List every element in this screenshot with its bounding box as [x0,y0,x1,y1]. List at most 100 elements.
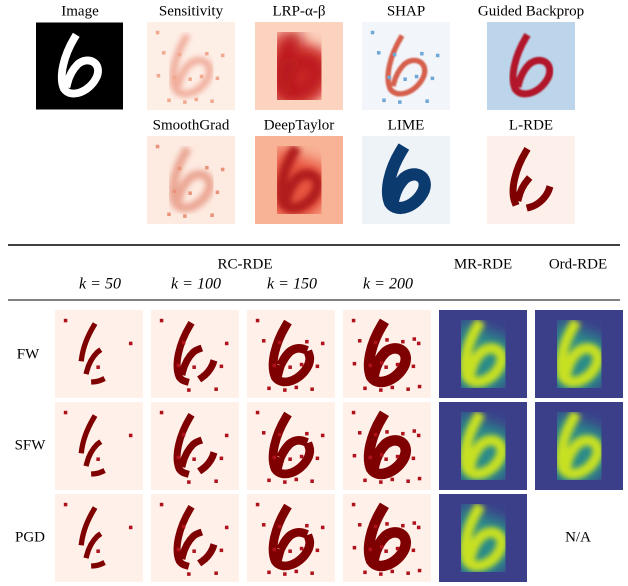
heatmap [535,310,623,398]
heatmap-pixel [210,99,214,103]
heatmap-pixel [320,433,325,438]
na-label: N/A [565,529,591,545]
heatmap-pixel [172,189,177,194]
heatmap-pixel [376,51,381,55]
heatmap-pixel [188,77,192,81]
heatmap-pixel [177,52,182,57]
heatmap-pixel [411,548,416,553]
column-label: MR-RDE [454,256,512,272]
heatmap-pixel [272,455,277,460]
heatmap-pixel [363,478,367,483]
heatmap [55,402,143,490]
heatmap-pixel [161,51,166,55]
method-label: Image [61,3,99,19]
heatmap-pixel [384,457,388,461]
heatmap-pixel [219,548,224,553]
heatmap-pixel [214,571,218,575]
heatmap-pixel [414,74,419,79]
method-label: SmoothGrad [153,117,230,133]
method-label: L-RDE [509,117,553,133]
method-label: DeepTaylor [264,117,335,133]
heatmap-pixel [379,572,383,576]
heatmap-pixel [277,432,282,437]
heatmap-pixel [299,454,304,459]
heatmap-pixel [357,339,362,343]
heatmap-pixel [398,100,402,104]
heatmap-pixel [261,339,266,343]
heatmap [439,310,527,398]
heatmap-pixel [315,548,320,553]
heatmap-pixel [267,478,271,483]
k-label: k = 100 [171,276,221,293]
k-label: k = 50 [79,276,121,293]
heatmap-pixel [310,571,314,575]
heatmap-pixel [156,73,161,78]
heatmap-pixel [305,523,309,528]
heatmap-pixel [352,361,357,366]
heatmap-pixel [379,545,384,549]
heatmap-pixel [224,525,229,530]
heatmap-pixel [417,384,422,389]
heatmap-pixel [412,521,417,525]
heatmap-pixel [401,339,405,344]
heatmap-pixel [215,190,220,195]
heatmap-pixel [351,318,356,323]
heatmap [247,310,335,398]
heatmap-pixel [320,525,325,530]
heatmap-pixel [159,410,164,415]
heatmap-pixel [210,213,214,217]
heatmap-stroke [555,410,603,480]
heatmap-stroke [381,143,431,214]
heatmap-stroke [509,33,554,98]
heatmap [55,310,143,398]
heatmap-pixel [261,523,266,527]
heatmap-pixel [320,341,325,346]
heatmap-stroke [78,414,121,477]
heatmap-pixel [352,453,357,458]
heatmap-pixel [351,502,356,507]
heatmap-pixel [370,30,375,35]
heatmap-pixel [305,339,309,344]
heatmap-stroke [555,318,603,388]
heatmap [255,136,343,224]
heatmap-pixel [96,549,100,553]
heatmap-pixel [435,53,440,58]
heatmap-pixel [395,454,400,459]
heatmap-pixel [283,572,287,576]
heatmap-pixel [288,457,292,461]
heatmap-pixel [416,341,421,346]
heatmap-pixel [283,388,287,392]
heatmap-pixel [294,477,299,482]
heatmap-pixel [379,480,383,484]
heatmap-pixel [194,97,199,102]
heatmap-pixel [299,362,304,367]
heatmap-pixel [224,433,229,438]
heatmap-pixel [368,363,373,368]
heatmap-pixel [315,456,320,461]
heatmap-pixel [261,431,266,435]
heatmap-pixel [390,477,395,482]
heatmap-pixel [63,318,68,323]
heatmap-pixel [390,385,395,390]
heatmap [439,402,527,490]
heatmap [487,136,575,224]
row-label: PGD [15,529,45,545]
heatmap-pixel [128,525,133,530]
heatmap-stroke [78,322,121,385]
heatmap-pixel [155,30,160,35]
heatmap-pixel [220,53,225,58]
heatmap-pixel [390,569,395,574]
heatmap-pixel [416,433,421,438]
heatmap-pixel [385,338,389,342]
heatmap-pixel [255,502,260,507]
heatmap-pixel [385,430,389,434]
heatmap-pixel [379,453,384,457]
heatmap-pixel [181,524,186,529]
heatmap-pixel [183,100,187,104]
heatmap-pixel [357,523,362,527]
heatmap-pixel [181,432,186,437]
heatmap-pixel [283,480,287,484]
method-label: SHAP [387,3,425,19]
heatmap-pixel [425,99,429,103]
heatmap-pixel [176,363,181,368]
